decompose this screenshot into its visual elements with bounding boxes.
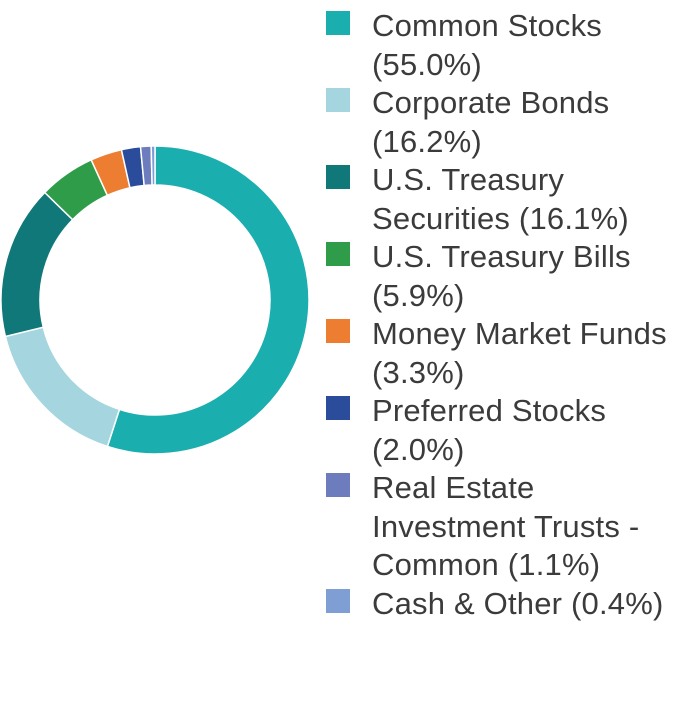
legend: Common Stocks (55.0%) Corporate Bonds (16… bbox=[326, 7, 675, 623]
legend-item-cash-other: Cash & Other (0.4%) bbox=[326, 585, 675, 624]
donut-slices bbox=[0, 145, 310, 455]
legend-label: U.S. Treasury Bills (5.9%) bbox=[372, 239, 631, 313]
donut-chart bbox=[0, 145, 310, 455]
donut-slice-u-s-treasury-securities bbox=[0, 191, 74, 338]
legend-swatch bbox=[326, 11, 350, 35]
legend-item-u-s-treasury-bills: U.S. Treasury Bills (5.9%) bbox=[326, 238, 675, 315]
legend-swatch bbox=[326, 319, 350, 343]
legend-swatch bbox=[326, 88, 350, 112]
legend-swatch bbox=[326, 588, 350, 613]
legend-item-common-stocks: Common Stocks (55.0%) bbox=[326, 7, 675, 84]
legend-item-u-s-treasury-securities: U.S. Treasury Securities (16.1%) bbox=[326, 161, 675, 238]
legend-label: Real Estate Investment Trusts - Common (… bbox=[372, 470, 640, 582]
donut-slice-common-stocks bbox=[106, 145, 310, 455]
legend-item-preferred-stocks: Preferred Stocks (2.0%) bbox=[326, 392, 675, 469]
legend-label: Common Stocks (55.0%) bbox=[372, 8, 602, 82]
legend-label: Corporate Bonds (16.2%) bbox=[372, 85, 610, 159]
legend-item-real-estate-investment-trusts-common: Real Estate Investment Trusts - Common (… bbox=[326, 469, 675, 585]
legend-swatch bbox=[326, 473, 350, 497]
legend-item-money-market-funds: Money Market Funds (3.3%) bbox=[326, 315, 675, 392]
legend-label: U.S. Treasury Securities (16.1%) bbox=[372, 162, 629, 236]
donut-slice-cash-other bbox=[150, 145, 156, 186]
legend-swatch bbox=[326, 242, 350, 266]
legend-label: Preferred Stocks (2.0%) bbox=[372, 393, 607, 467]
legend-item-corporate-bonds: Corporate Bonds (16.2%) bbox=[326, 84, 675, 161]
legend-label: Cash & Other (0.4%) bbox=[372, 585, 664, 621]
legend-label: Money Market Funds (3.3%) bbox=[372, 316, 667, 390]
donut-slice-corporate-bonds bbox=[4, 326, 121, 448]
legend-swatch bbox=[326, 165, 350, 189]
legend-swatch bbox=[326, 396, 350, 420]
